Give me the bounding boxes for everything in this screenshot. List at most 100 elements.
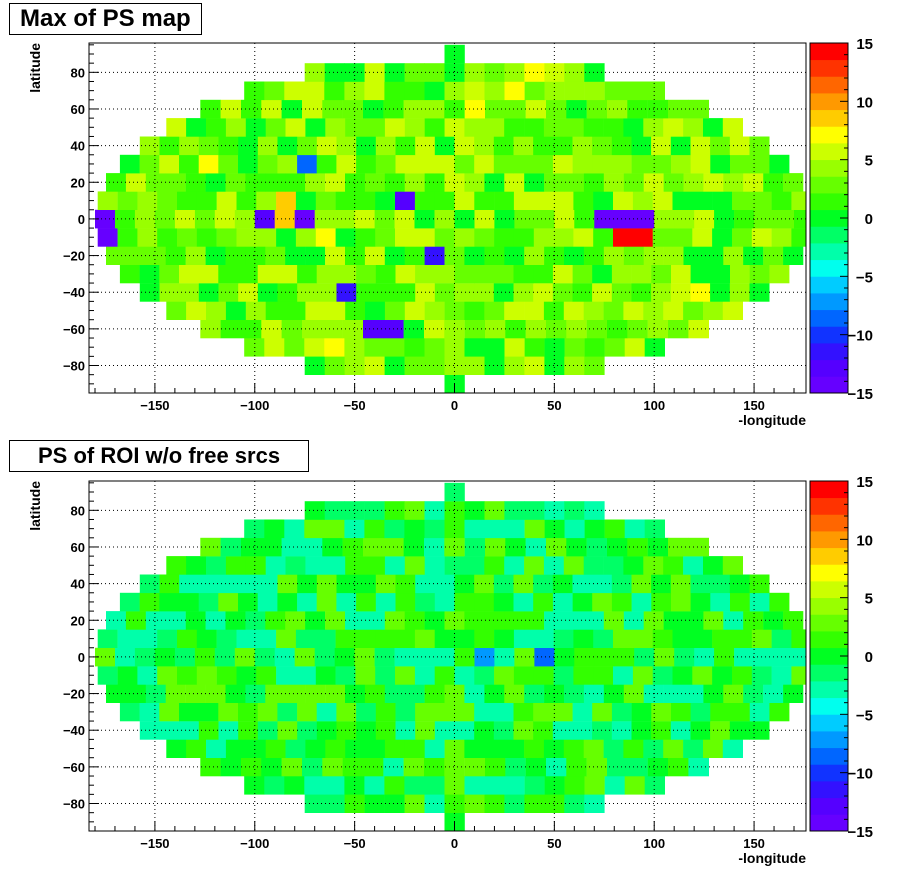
heatmap-cell [564,611,585,630]
x-tick-label: −100 [240,398,269,413]
heatmap-cell [186,556,207,575]
heatmap-cell [434,283,455,302]
heatmap-cell [564,173,585,192]
heatmap-cell [714,209,735,229]
heatmap-cell [305,173,326,192]
heatmap-cell [524,81,545,101]
color-bar-swatch [810,259,848,277]
heatmap-cell [395,629,416,648]
heatmap-cell [671,702,691,722]
chart-panel-top: Max of PS map −150 −100 −50 0 50 100 150 −80 −60… [9,3,873,428]
heatmap-cell [533,629,554,648]
heatmap-cell [198,264,219,284]
heatmap-cell [424,301,445,320]
heatmap-cell [730,702,750,722]
heatmap-cell [375,592,396,612]
heatmap-cell [533,702,554,722]
heatmap-cell [277,721,298,740]
heatmap-cell [285,173,306,192]
heatmap-cell [513,136,534,156]
heatmap-cell [305,556,326,575]
heatmap-cell [206,556,227,575]
heatmap-cell [356,592,377,612]
heatmap-cell [322,537,343,557]
heatmap-cell [345,556,366,575]
heatmap-cell [434,721,455,740]
x-axis-label: -longitude [738,850,806,866]
heatmap-cell [484,63,505,82]
heatmap-cell [672,228,693,247]
color-bar-swatch [810,43,848,61]
heatmap-cell [454,154,475,174]
heatmap-cell [384,519,405,539]
color-bar-swatch [810,747,848,765]
heatmap-cell [572,574,593,594]
heatmap-cell [464,319,486,339]
heatmap-cell [305,684,326,703]
heatmap-cell [324,356,345,375]
heatmap-cell [434,228,455,247]
heatmap-cell [703,118,724,137]
heatmap-cell [394,647,415,667]
heatmap-cell [414,629,435,648]
color-bar-swatch [810,359,848,377]
heatmap-cell [205,246,226,265]
plot-frame [88,42,807,394]
heatmap-cell [544,519,565,539]
heatmap-cell [166,118,187,137]
heatmap-cell [730,592,750,612]
heatmap-cell [552,264,573,284]
heatmap-cell [444,44,465,64]
heatmap-cell [196,228,217,247]
heatmap-cell [364,173,386,192]
color-bar-swatch [810,59,848,77]
heatmap-cell [285,611,306,630]
heatmap-cell [404,611,425,630]
heatmap-cell [304,356,325,375]
heatmap-cell [564,519,585,539]
heatmap-cell [236,228,257,247]
heatmap-cell [672,666,693,685]
y-tick-label: 80 [71,65,85,80]
heatmap-cells [95,44,807,394]
heatmap-cell [544,794,565,813]
heatmap-cell [264,338,285,357]
color-bar-swatch [810,797,848,815]
heatmap-cell [688,99,709,119]
heatmap-cell [643,739,664,758]
heatmap-cell [474,209,495,229]
heatmap-cell [672,629,693,648]
heatmap-cell [117,191,138,210]
heatmap-cell [454,574,475,594]
heatmap-cell [504,739,525,758]
heatmap-cell [644,81,665,101]
heatmap-cell [356,702,377,722]
heatmap-cell [185,684,206,703]
heatmap-cell [769,264,790,284]
heatmap-cell [652,191,673,210]
color-bar-label: 0 [865,211,873,228]
heatmap-cell [494,228,515,247]
heatmap-cell [513,629,534,648]
heatmap-cell [732,191,753,210]
heatmap-cell [484,338,505,357]
heatmap-cell [533,283,554,302]
heatmap-cell [214,209,236,229]
heatmap-cell [524,501,545,520]
heatmap-cell [751,228,772,247]
heatmap-cell [484,519,505,539]
heatmap-cell [220,319,242,339]
heatmap-cell [295,228,316,247]
heatmap-cell [125,173,147,192]
heatmap-cell [254,209,276,229]
x-tick-label: −100 [240,836,269,851]
heatmap-cell [245,301,266,320]
heatmap-cell [749,592,770,612]
heatmap-cell [336,574,357,594]
heatmap-cell [553,666,574,685]
heatmap-cell [631,592,652,612]
heatmap-cell [544,173,565,192]
heatmap-cell [265,739,286,758]
heatmap-cell [493,154,514,174]
heatmap-cell [325,556,346,575]
